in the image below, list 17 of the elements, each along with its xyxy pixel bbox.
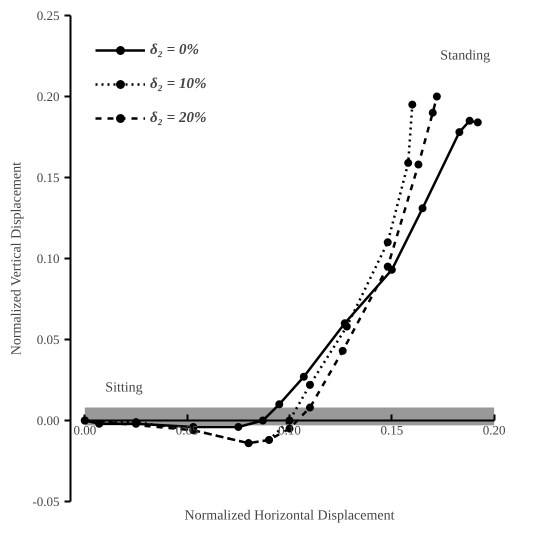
y-tick-label: 0.15 — [36, 170, 60, 185]
y-axis-title: Normalized Vertical Displacement — [10, 162, 24, 356]
y-tick-label: 0.00 — [36, 413, 60, 428]
y-tick-label: 0.20 — [36, 89, 60, 104]
y-tick-label: 0.25 — [36, 8, 60, 23]
y-tick-label: 0.10 — [36, 251, 60, 266]
legend-label: δ₂ = 10% — [150, 76, 206, 92]
y-tick-label: 0.05 — [36, 332, 60, 347]
legend-label: δ₂ = 0% — [150, 42, 199, 58]
legend-label: δ₂ = 20% — [150, 110, 206, 126]
y-tick-label: -0.05 — [32, 494, 60, 509]
x-tick-label: 0.15 — [380, 422, 404, 438]
annotation: Sitting — [105, 380, 143, 396]
x-tick-label: 0.20 — [482, 422, 506, 438]
x-tick-label: 0.00 — [73, 422, 96, 438]
annotation: Standing — [440, 48, 490, 64]
x-axis-title: Normalized Horizontal Displacement — [184, 508, 395, 524]
